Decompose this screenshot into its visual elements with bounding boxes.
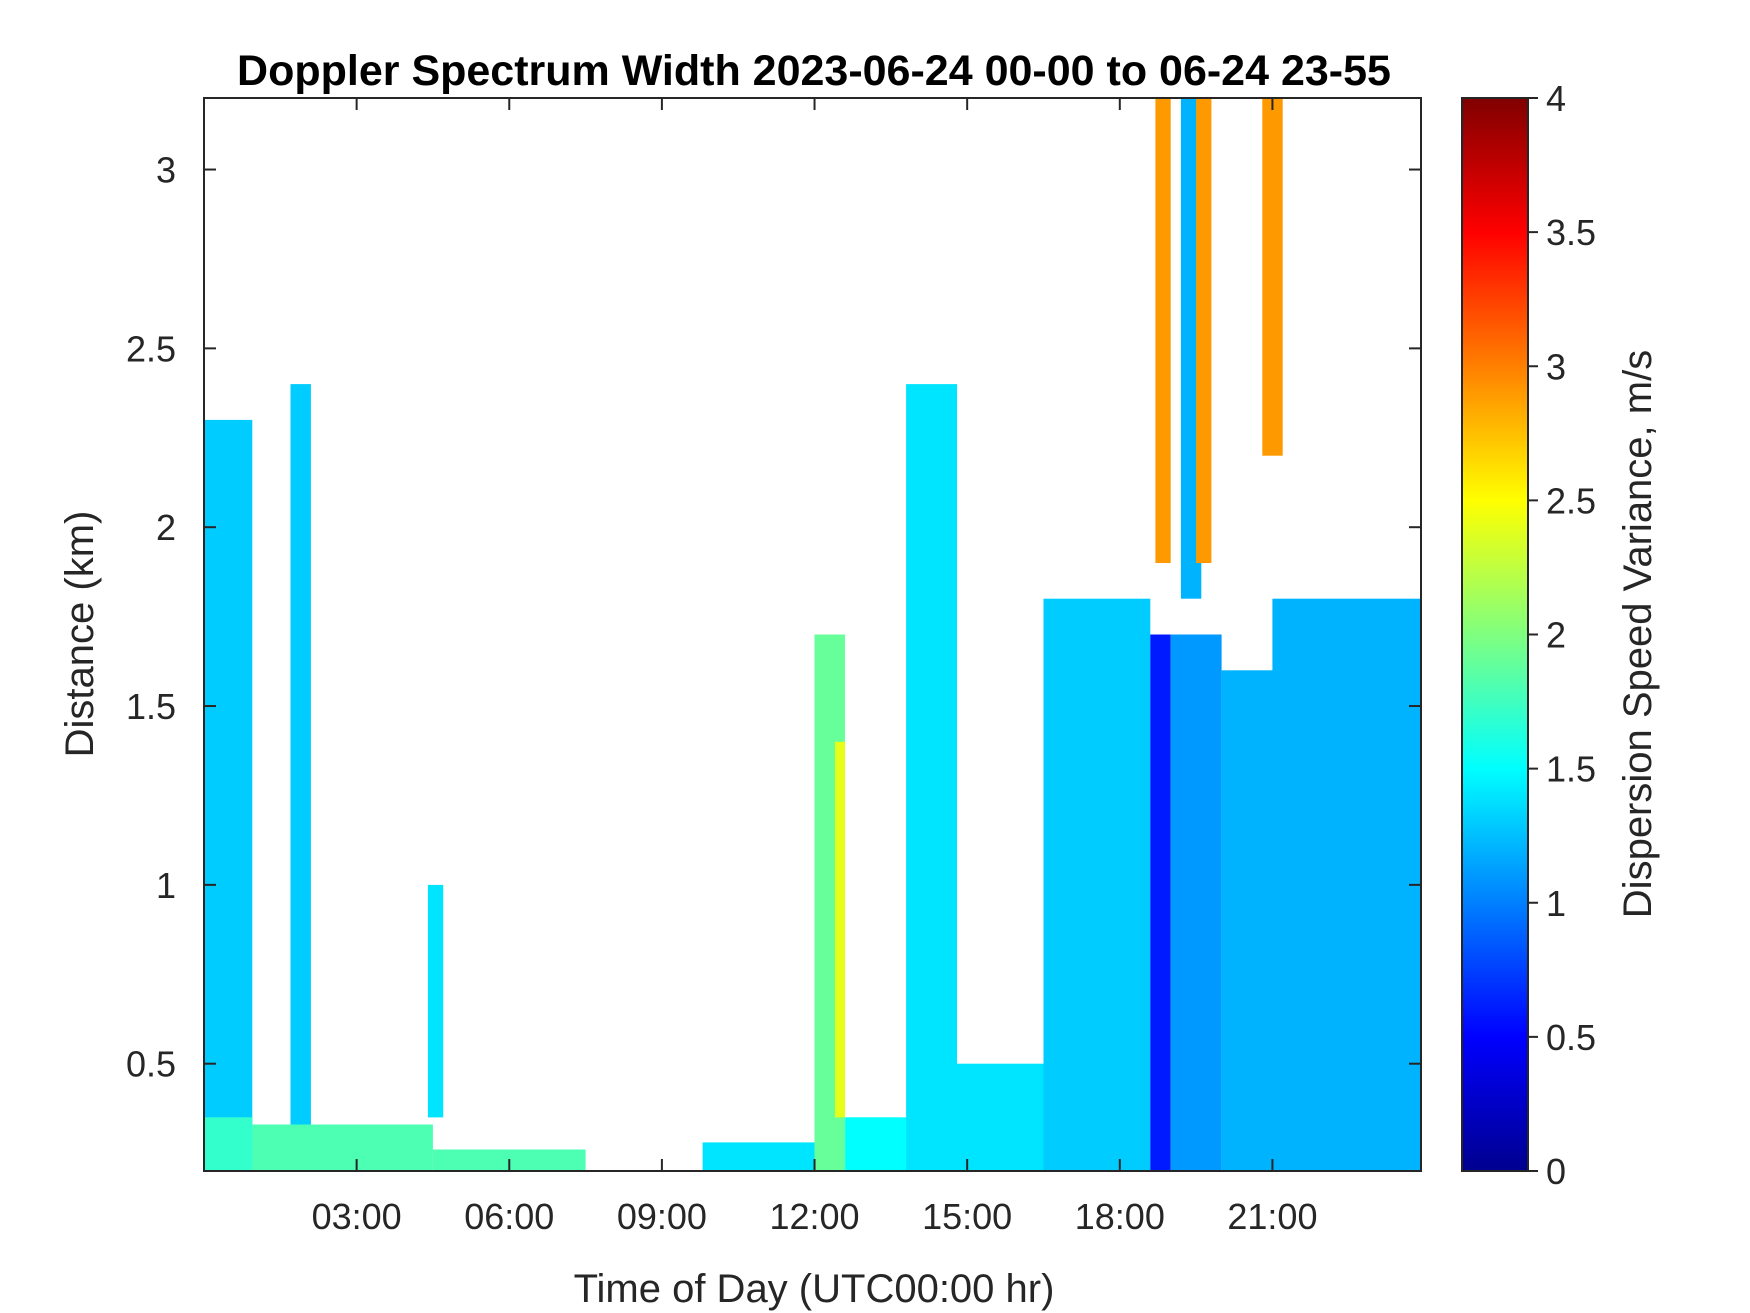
heatmap-region-6: [702, 1142, 815, 1171]
heatmap-region-15: [1170, 634, 1222, 1171]
y-tick-label: 1: [156, 865, 176, 906]
colorbar-tick-label: 0.5: [1546, 1017, 1596, 1058]
colorbar-tick-label: 0: [1546, 1151, 1566, 1192]
heatmap-region-18: [1221, 670, 1273, 1171]
x-axis-ticks: 03:00 06:00 09:00 12:00 15:00 18:00 21:00: [312, 98, 1317, 1237]
heatmap-region-10: [906, 384, 957, 1172]
heatmap-region-12: [1043, 598, 1151, 1171]
y-tick-label: 2: [156, 507, 176, 548]
heatmap-cells: [204, 98, 1421, 1172]
colorbar-tick-label: 2: [1546, 615, 1566, 656]
heatmap-region-14: [1155, 98, 1171, 563]
y-tick-label: 0.5: [126, 1044, 176, 1085]
x-axis-label: Time of Day (UTC00:00 hr): [574, 1267, 1055, 1311]
colorbar-gradient: [1462, 98, 1528, 1171]
x-tick-label: 12:00: [769, 1196, 859, 1237]
y-axis-ticks: 0.5 1 1.5 2 2.5 3: [126, 150, 1421, 1085]
heatmap-region-20: [1262, 98, 1283, 456]
y-tick-label: 2.5: [126, 328, 176, 369]
x-tick-label: 18:00: [1075, 1196, 1165, 1237]
y-tick-label: 3: [156, 150, 176, 191]
heatmap-region-13: [1150, 634, 1171, 1171]
colorbar-tick-label: 1.5: [1546, 749, 1596, 790]
heatmap-region-2: [290, 384, 311, 1172]
y-axis-label: Distance (km): [58, 511, 102, 758]
plot-area: 03:00 06:00 09:00 12:00 15:00 18:00 21:00 0.5 1…: [126, 97, 1422, 1237]
colorbar-tick-label: 2.5: [1546, 480, 1596, 521]
colorbar-tick-label: 1: [1546, 883, 1566, 924]
heatmap-region-19: [1272, 598, 1421, 1171]
chart-title: Doppler Spectrum Width 2023-06-24 00-00 …: [237, 47, 1391, 95]
x-tick-label: 09:00: [617, 1196, 707, 1237]
colorbar: 0 0.5 1 1.5 2 2.5 3 3.5 4: [1461, 78, 1596, 1192]
y-tick-label: 1.5: [126, 686, 176, 727]
colorbar-tick-label: 3: [1546, 346, 1566, 387]
heatmap-region-11: [926, 1063, 1044, 1171]
heatmap-region-0: [204, 419, 253, 1171]
heatmap-region-4: [427, 884, 444, 1118]
heatmap-region-8: [834, 741, 846, 1118]
colorbar-label: Dispersion Speed Variance, m/s: [1616, 350, 1660, 918]
plot-frame: [203, 97, 1422, 1172]
heatmap-region-1: [204, 1117, 253, 1171]
colorbar-ticks: 0 0.5 1 1.5 2 2.5 3 3.5 4: [1528, 78, 1596, 1192]
x-tick-label: 15:00: [922, 1196, 1012, 1237]
x-tick-label: 21:00: [1227, 1196, 1317, 1237]
heatmap-region-3: [252, 1124, 433, 1171]
heatmap-region-17: [1196, 98, 1212, 563]
x-tick-label: 06:00: [464, 1196, 554, 1237]
colorbar-tick-label: 3.5: [1546, 212, 1596, 253]
colorbar-tick-label: 4: [1546, 78, 1566, 119]
x-tick-label: 03:00: [312, 1196, 402, 1237]
